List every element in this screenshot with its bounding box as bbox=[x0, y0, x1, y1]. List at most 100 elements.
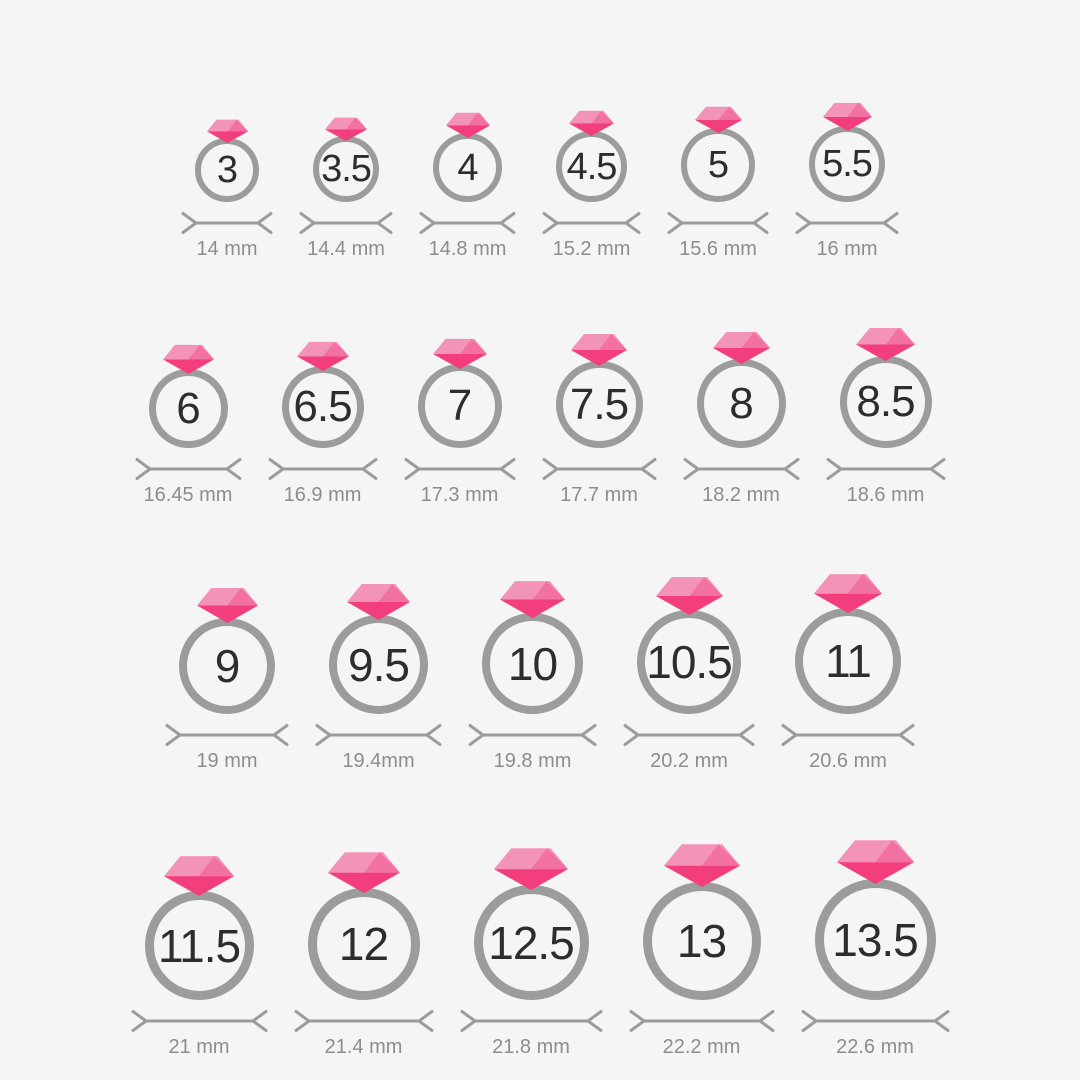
diameter-label: 20.6 mm bbox=[809, 750, 887, 772]
ring-size-item: 4 14.8 mm bbox=[418, 112, 517, 261]
ring-size-item: 13 22.2 mm bbox=[628, 843, 776, 1059]
ring-size-item: 12 21.4 mm bbox=[293, 851, 435, 1059]
ring-size-label: 10.5 bbox=[646, 636, 733, 688]
ring-size-item: 9.5 19.4mm bbox=[314, 583, 443, 773]
ring-circle: 12.5 bbox=[473, 885, 589, 1000]
diameter-label: 18.2 mm bbox=[702, 484, 780, 506]
ring-circle: 5 bbox=[681, 128, 755, 202]
ring-circle: 9 bbox=[179, 618, 275, 714]
diamond-icon bbox=[663, 844, 740, 887]
diamond-icon bbox=[712, 331, 770, 364]
diameter-label: 17.3 mm bbox=[420, 484, 499, 506]
diameter-measure-line bbox=[826, 458, 945, 480]
ring-size-label: 6 bbox=[176, 383, 201, 433]
ring-size-label: 5 bbox=[707, 144, 729, 186]
diameter-label: 16 mm bbox=[816, 238, 878, 260]
ring-size-label: 4.5 bbox=[566, 145, 618, 188]
diameter-label: 19.8 mm bbox=[493, 750, 572, 772]
diameter-measure-line bbox=[419, 212, 516, 234]
ring-circle: 5.5 bbox=[809, 126, 885, 202]
ring-size-label: 11.5 bbox=[157, 919, 241, 972]
ring-size-label: 13.5 bbox=[832, 913, 919, 966]
ring-size-item: 8.5 18.6 mm bbox=[825, 327, 947, 507]
diamond-icon bbox=[445, 112, 490, 138]
diamond-icon bbox=[164, 856, 234, 896]
diameter-label: 16.45 mm bbox=[143, 484, 233, 506]
diameter-measure-line bbox=[801, 1010, 949, 1032]
diameter-label: 21.8 mm bbox=[492, 1036, 570, 1058]
diameter-label: 19.4mm bbox=[342, 750, 415, 772]
diameter-measure-line bbox=[667, 212, 769, 234]
ring-circle: 7.5 bbox=[555, 361, 643, 448]
diameter-measure-line bbox=[268, 458, 377, 480]
diameter-measure-line bbox=[460, 1010, 602, 1032]
ring-circle: 3.5 bbox=[313, 136, 379, 202]
ring-row-3: 9 19 mm 9.5 19.4mm 10 19.8 mm bbox=[152, 573, 928, 773]
diameter-label: 19 mm bbox=[196, 750, 258, 772]
ring-size-label: 13 bbox=[676, 915, 727, 967]
ring-circle: 13.5 bbox=[814, 879, 936, 1000]
ring-size-item: 7 17.3 mm bbox=[403, 338, 517, 507]
ring-circle: 10 bbox=[482, 613, 583, 714]
ring-size-label: 4 bbox=[457, 146, 478, 189]
ring-size-item: 13.5 22.6 mm bbox=[800, 839, 951, 1059]
diameter-measure-line bbox=[294, 1010, 433, 1032]
diameter-label: 18.6 mm bbox=[846, 484, 925, 506]
diameter-measure-line bbox=[629, 1010, 774, 1032]
diameter-label: 14.8 mm bbox=[428, 238, 507, 260]
diameter-label: 21.4 mm bbox=[324, 1036, 403, 1058]
diameter-label: 14.4 mm bbox=[307, 238, 385, 260]
ring-size-label: 8.5 bbox=[856, 377, 915, 426]
ring-circle: 11 bbox=[795, 608, 901, 714]
ring-row-2: 6 16.45 mm 6.5 16.9 mm 7 17.3 mm bbox=[122, 327, 959, 507]
diamond-icon bbox=[494, 848, 568, 890]
diamond-icon bbox=[571, 333, 627, 366]
diameter-measure-line bbox=[131, 1010, 267, 1032]
ring-size-label: 8 bbox=[729, 378, 754, 428]
diamond-icon bbox=[836, 840, 914, 884]
diamond-icon bbox=[569, 110, 614, 136]
diamond-icon bbox=[296, 341, 349, 371]
ring-size-item: 7.5 17.7 mm bbox=[541, 333, 658, 507]
ring-size-item: 11.5 21 mm bbox=[130, 855, 269, 1059]
ring-size-label: 3.5 bbox=[321, 148, 372, 190]
diameter-measure-line bbox=[165, 724, 289, 746]
ring-circle: 8.5 bbox=[839, 356, 932, 448]
diamond-icon bbox=[694, 106, 742, 133]
ring-size-label: 12 bbox=[338, 918, 389, 970]
ring-size-label: 5.5 bbox=[822, 143, 873, 185]
diameter-label: 22.2 mm bbox=[662, 1036, 741, 1058]
ring-size-label: 12.5 bbox=[488, 916, 575, 969]
ring-size-label: 11 bbox=[825, 635, 872, 687]
ring-size-item: 6.5 16.9 mm bbox=[267, 341, 379, 507]
ring-size-item: 3.5 14.4 mm bbox=[298, 117, 394, 261]
ring-size-item: 5 15.6 mm bbox=[666, 106, 770, 261]
ring-circle: 6 bbox=[148, 369, 228, 448]
diamond-icon bbox=[655, 577, 723, 615]
diameter-measure-line bbox=[623, 724, 755, 746]
diamond-icon bbox=[856, 327, 915, 361]
diameter-measure-line bbox=[468, 724, 597, 746]
ring-size-label: 10 bbox=[507, 637, 558, 690]
diameter-measure-line bbox=[542, 212, 641, 234]
diameter-measure-line bbox=[542, 458, 656, 480]
diamond-icon bbox=[325, 117, 367, 141]
ring-size-label: 6.5 bbox=[293, 382, 352, 431]
ring-circle: 4 bbox=[433, 133, 502, 202]
diamond-icon bbox=[206, 119, 248, 143]
diameter-label: 15.2 mm bbox=[552, 238, 631, 260]
ring-size-item: 11 20.6 mm bbox=[780, 573, 916, 773]
diameter-measure-line bbox=[404, 458, 515, 480]
diameter-label: 22.6 mm bbox=[836, 1036, 914, 1058]
diameter-measure-line bbox=[683, 458, 799, 480]
ring-circle: 7 bbox=[417, 364, 502, 448]
ring-circle: 11.5 bbox=[144, 891, 254, 1000]
ring-size-item: 6 16.45 mm bbox=[134, 344, 243, 507]
ring-size-item: 4.5 15.2 mm bbox=[541, 110, 642, 261]
diameter-label: 20.2 mm bbox=[650, 750, 728, 772]
ring-size-item: 10 19.8 mm bbox=[467, 580, 598, 773]
diameter-label: 15.6 mm bbox=[679, 238, 757, 260]
diamond-icon bbox=[814, 574, 882, 613]
ring-size-item: 9 19 mm bbox=[164, 587, 290, 773]
